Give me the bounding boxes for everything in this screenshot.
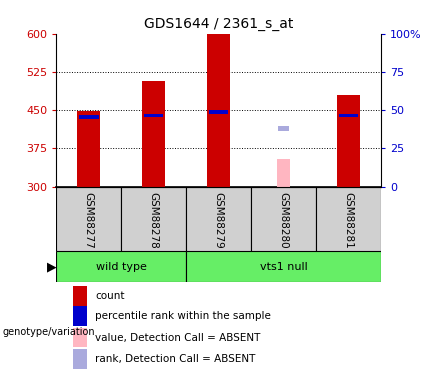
Bar <box>316 187 381 251</box>
Text: GSM88281: GSM88281 <box>343 192 354 249</box>
Text: GSM88279: GSM88279 <box>213 192 224 249</box>
Bar <box>186 187 251 251</box>
Bar <box>251 187 316 251</box>
Text: GSM88277: GSM88277 <box>84 192 94 249</box>
Bar <box>56 251 186 282</box>
Bar <box>337 95 360 187</box>
Text: ▶: ▶ <box>47 260 57 273</box>
Bar <box>207 34 230 187</box>
Text: vts1 null: vts1 null <box>260 262 307 272</box>
Bar <box>73 328 87 347</box>
Bar <box>142 81 165 187</box>
Text: GSM88280: GSM88280 <box>278 192 289 249</box>
Bar <box>121 187 186 251</box>
Title: GDS1644 / 2361_s_at: GDS1644 / 2361_s_at <box>144 17 293 32</box>
Text: count: count <box>95 291 125 301</box>
Bar <box>144 114 163 117</box>
Text: rank, Detection Call = ABSENT: rank, Detection Call = ABSENT <box>95 354 255 364</box>
Bar <box>73 349 87 369</box>
Bar <box>209 110 229 114</box>
Text: percentile rank within the sample: percentile rank within the sample <box>95 311 271 321</box>
Bar <box>339 114 359 117</box>
Text: wild type: wild type <box>96 262 147 272</box>
Bar <box>56 187 121 251</box>
Bar <box>79 115 99 118</box>
Bar <box>78 111 100 187</box>
Bar <box>278 126 290 130</box>
Bar <box>73 306 87 326</box>
Bar <box>277 159 290 187</box>
Bar <box>186 251 381 282</box>
Bar <box>73 286 87 306</box>
Text: GSM88278: GSM88278 <box>149 192 159 249</box>
Text: genotype/variation: genotype/variation <box>2 327 95 337</box>
Text: value, Detection Call = ABSENT: value, Detection Call = ABSENT <box>95 333 261 342</box>
